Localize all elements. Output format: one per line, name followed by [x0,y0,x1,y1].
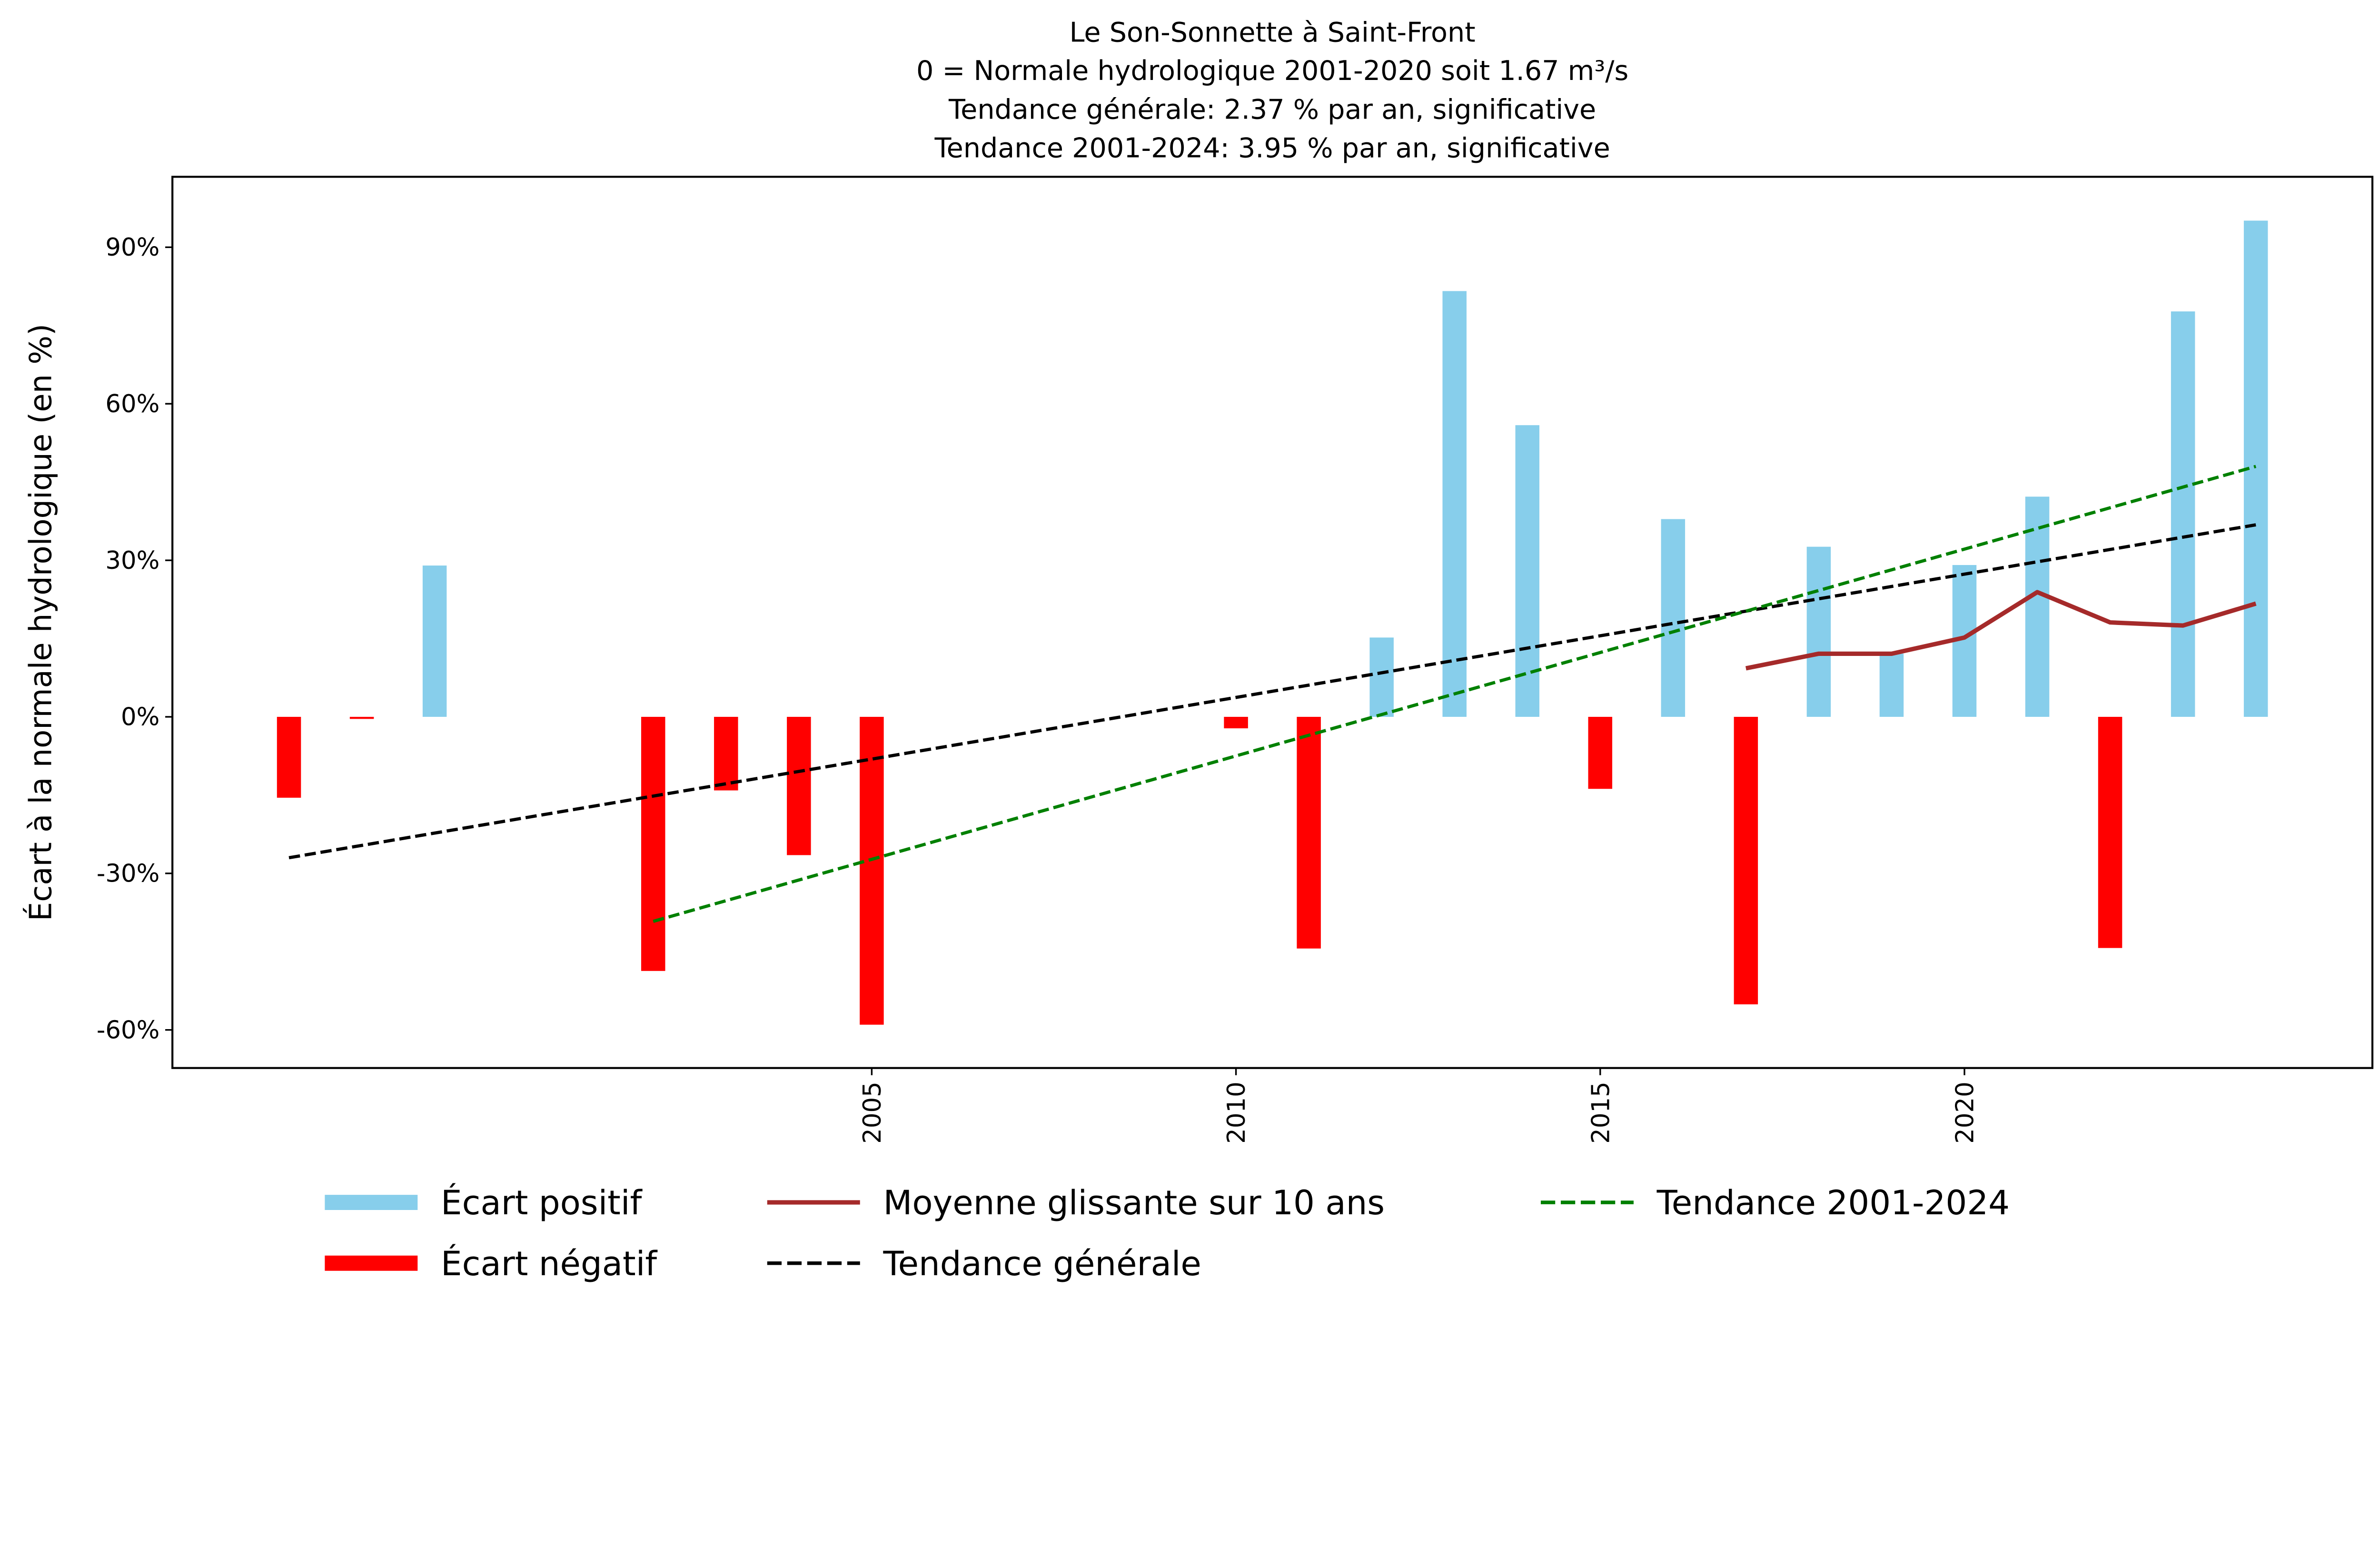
bar-positive [1515,425,1540,717]
bar-negative [277,716,301,798]
y-axis-label: Écart à la normale hydrologique (en %) [23,324,59,921]
trend-general-line [288,523,2256,860]
legend-label: Moyenne glissante sur 10 ans [883,1183,1385,1222]
bar-positive [1661,519,1686,717]
plot-marks [277,220,2268,1025]
legend-label: Tendance générale [883,1244,1201,1283]
bar-negative [1734,716,1758,1004]
y-tick-label: -60% [97,1016,159,1044]
plot-frame [171,176,2374,1069]
bar-positive [1442,291,1467,717]
bar-positive [2025,496,2050,717]
bar-negative [860,716,884,1025]
x-tick-label: 2010 [1222,1081,1251,1143]
moving-average-line [1745,590,2257,671]
chart: Le Son-Sonnette à Saint-Front 0 = Normal… [23,17,2374,1283]
bar-negative [1588,716,1613,789]
title-line-2: 0 = Normale hydrologique 2001-2020 soit … [916,55,1628,87]
x-tick-label: 2015 [1587,1081,1615,1143]
legend-negative: Écart négatif [325,1244,658,1283]
bar-negative [349,716,374,719]
y-axis: -60% -30% 0% 30% 60% 90% [97,233,173,1044]
y-tick-label: 30% [105,546,159,575]
legend-trend-general: Tendance générale [767,1244,1201,1283]
legend-positive: Écart positif [325,1183,643,1222]
legend-trend-2001-2024: Tendance 2001-2024 [1540,1183,2010,1222]
bar-positive [2171,311,2195,717]
y-tick-label: -30% [97,859,159,888]
title-line-3: Tendance générale: 2.37 % par an, signif… [948,94,1596,126]
x-axis: 2005 2010 2015 2020 [858,1068,1979,1144]
trend-2001-2024-line [653,465,2257,923]
bar-positive [1369,637,1394,717]
chart-title: Le Son-Sonnette à Saint-Front 0 = Normal… [916,17,1628,164]
x-tick-label: 2020 [1951,1081,1979,1143]
x-tick-label: 2005 [858,1081,887,1143]
legend: Écart positif Écart négatif Moyenne glissa… [325,1183,2010,1283]
bar-negative [641,716,665,971]
y-tick-label: 60% [105,390,159,418]
legend-label: Tendance 2001-2024 [1656,1183,2010,1222]
bar-negative [714,716,738,791]
legend-label: Écart positif [441,1183,643,1222]
title-line-4: Tendance 2001-2024: 3.95 % par an, signi… [934,132,1610,164]
y-tick-label: 0% [121,703,159,732]
bar-negative [2098,716,2122,948]
bar-positive [1879,654,1904,717]
bar-positive [422,565,447,717]
bar-negative [1297,716,1321,949]
bar-positive [1806,546,1831,717]
y-tick-label: 90% [105,233,159,262]
bar-negative [787,716,811,855]
title-line-1: Le Son-Sonnette à Saint-Front [1070,17,1476,48]
legend-moving-average: Moyenne glissante sur 10 ans [767,1183,1385,1222]
legend-label: Écart négatif [441,1244,658,1283]
bar-negative [1224,716,1248,729]
